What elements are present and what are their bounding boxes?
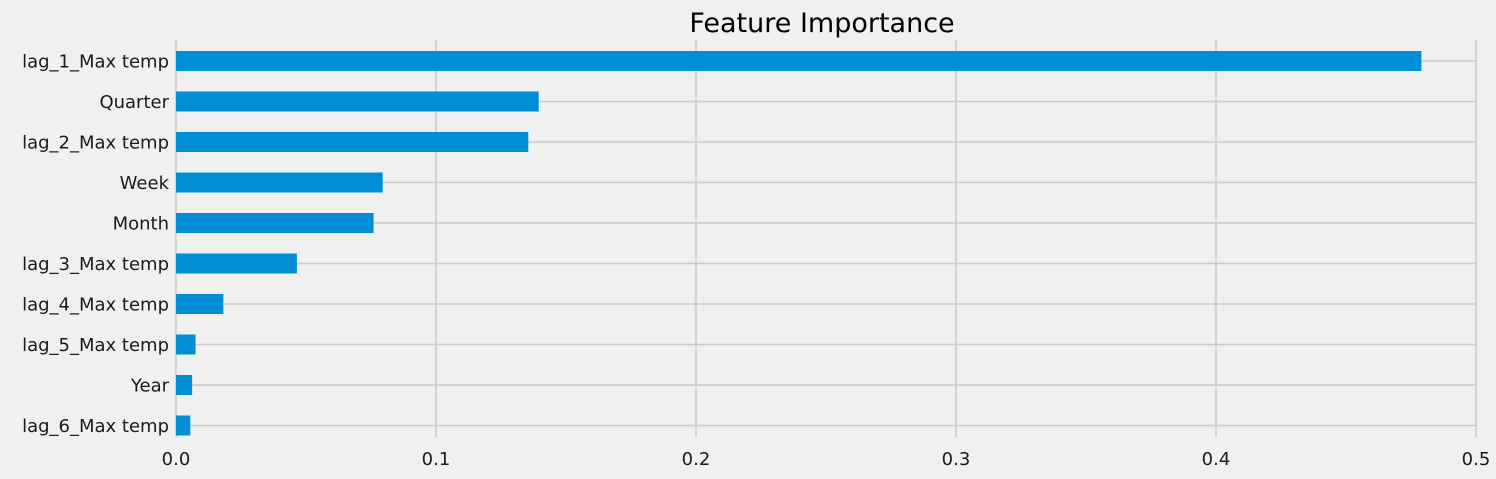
x-tick-label: 0.1	[422, 449, 451, 470]
y-tick-label: lag_6_Max temp	[22, 416, 169, 437]
y-tick-label: lag_5_Max temp	[22, 335, 169, 356]
x-tick-label: 0.0	[162, 449, 191, 470]
bar	[176, 172, 383, 193]
bar-layer	[176, 51, 1422, 436]
y-tick-labels: lag_1_Max temp Quarter lag_2_Max temp Week M…	[22, 52, 170, 438]
y-tick-label: Year	[130, 376, 170, 397]
y-tick-label: Month	[113, 214, 169, 235]
y-tick-label: Quarter	[99, 92, 169, 113]
x-tick-label: 0.4	[1202, 449, 1231, 470]
bar	[176, 334, 196, 355]
grid-layer	[175, 40, 1477, 438]
y-tick-label: lag_4_Max temp	[22, 295, 169, 316]
x-tick-label: 0.5	[1462, 449, 1491, 470]
y-tick-label: lag_2_Max temp	[22, 133, 169, 154]
bar	[176, 253, 297, 274]
x-tick-labels: 0.0 0.1 0.2 0.3 0.4 0.5	[162, 449, 1491, 470]
bar	[176, 51, 1422, 71]
x-tick-label: 0.2	[682, 449, 711, 470]
bar	[176, 375, 193, 395]
bar	[176, 415, 191, 436]
bar	[176, 132, 529, 152]
bar	[176, 294, 224, 314]
chart-title: Feature Importance	[689, 8, 954, 39]
y-tick-label: lag_1_Max temp	[22, 52, 169, 73]
bar	[176, 91, 539, 112]
x-tick-label: 0.3	[942, 449, 971, 470]
y-tick-label: Week	[120, 173, 170, 194]
y-tick-label: lag_3_Max temp	[22, 254, 169, 275]
bar	[176, 213, 374, 233]
